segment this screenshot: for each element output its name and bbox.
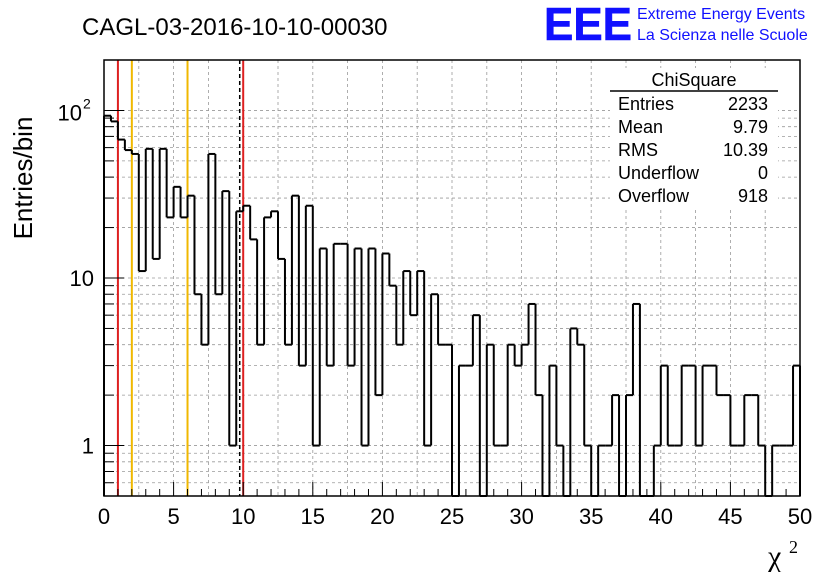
x-tick-label: 25 [440, 504, 464, 529]
x-tick-label: 20 [370, 504, 394, 529]
x-tick-label: 10 [231, 504, 255, 529]
x-tick-label: 0 [98, 504, 110, 529]
x-tick-label: 35 [579, 504, 603, 529]
stats-label: RMS [618, 140, 658, 160]
y-tick-label-exp: 2 [83, 95, 91, 111]
y-tick-label: 1 [82, 434, 94, 459]
stats-value: 9.79 [733, 117, 768, 137]
stats-value: 2233 [728, 94, 768, 114]
stats-value: 0 [758, 163, 768, 183]
stats-label: Mean [618, 117, 663, 137]
stats-title: ChiSquare [651, 70, 736, 90]
histogram [103, 114, 801, 497]
chart-title: CAGL-03-2016-10-10-00030 [82, 14, 388, 41]
x-tick-label: 5 [167, 504, 179, 529]
x-tick-label: 50 [788, 504, 812, 529]
logo-mark: EEE [544, 0, 632, 50]
x-axis-label: χ 2 [767, 537, 798, 572]
logo-line-2: La Scienza nelle Scuole [637, 27, 808, 44]
x-axis-label-exp: 2 [789, 537, 798, 557]
stats-value: 918 [738, 186, 768, 206]
y-axis-label: Entries/bin [8, 117, 38, 240]
x-tick-label: 45 [718, 504, 742, 529]
y-tick-label: 10 [70, 266, 94, 291]
logo-line-1: Extreme Energy Events [637, 6, 805, 23]
x-tick-labels: 0 5 10 15 20 25 30 35 40 45 50 [98, 504, 812, 529]
x-tick-label: 15 [301, 504, 325, 529]
x-axis-label-base: χ [767, 540, 782, 572]
axis-ticks [103, 59, 801, 497]
stats-box: ChiSquare Entries 2233 Mean 9.79 RMS 10.39 Und… [610, 68, 778, 208]
x-tick-label: 40 [649, 504, 673, 529]
stats-value: 10.39 [723, 140, 768, 160]
stats-label: Underflow [618, 163, 700, 183]
x-tick-label: 30 [509, 504, 533, 529]
y-tick-label-base: 10 [58, 100, 82, 125]
stats-label: Entries [618, 94, 674, 114]
stats-label: Overflow [618, 186, 690, 206]
eee-logo: EEE Extreme Energy Events La Scienza nel… [544, 0, 808, 50]
